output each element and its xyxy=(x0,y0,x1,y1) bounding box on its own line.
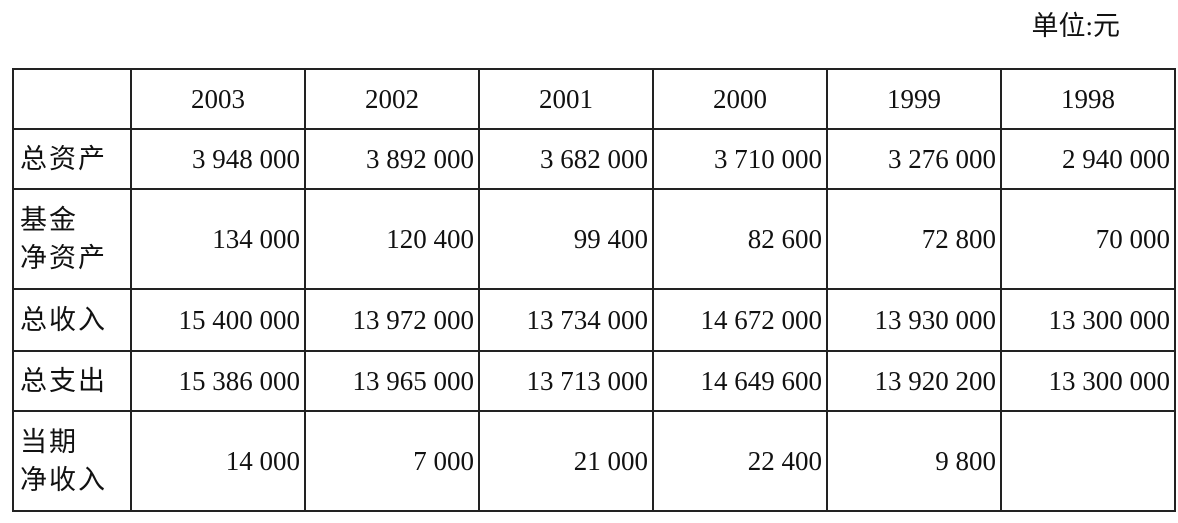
value-cell: 72 800 xyxy=(826,188,1002,290)
value-cell: 21 000 xyxy=(478,410,654,512)
row-label: 当期 净收入 xyxy=(12,410,132,512)
value-cell: 70 000 xyxy=(1000,188,1176,290)
row-label-line: 净收入 xyxy=(20,465,107,495)
row-label-line: 总支出 xyxy=(20,366,107,396)
value-cell: 14 000 xyxy=(130,410,306,512)
value-cell: 14 672 000 xyxy=(652,288,828,352)
value-cell: 134 000 xyxy=(130,188,306,290)
column-header: 1999 xyxy=(826,68,1002,130)
value-cell: 13 300 000 xyxy=(1000,288,1176,352)
value-cell: 82 600 xyxy=(652,188,828,290)
value-cell: 3 892 000 xyxy=(304,128,480,190)
table-row: 总支出 15 386 000 13 965 000 13 713 000 14 649 … xyxy=(12,350,1176,412)
value-cell: 13 972 000 xyxy=(304,288,480,352)
row-label: 总资产 xyxy=(12,128,132,190)
column-header: 2002 xyxy=(304,68,480,130)
value-cell: 15 386 000 xyxy=(130,350,306,412)
value-cell: 14 649 600 xyxy=(652,350,828,412)
value-cell: 3 710 000 xyxy=(652,128,828,190)
row-label-line: 总资产 xyxy=(20,144,107,174)
value-cell: 2 940 000 xyxy=(1000,128,1176,190)
value-cell: 3 682 000 xyxy=(478,128,654,190)
corner-cell xyxy=(12,68,132,130)
value-cell: 13 300 000 xyxy=(1000,350,1176,412)
value-cell: 13 713 000 xyxy=(478,350,654,412)
value-cell: 3 948 000 xyxy=(130,128,306,190)
value-cell: 13 920 200 xyxy=(826,350,1002,412)
empty-cell xyxy=(1000,410,1176,512)
table-row: 基金 净资产 134 000 120 400 99 400 82 600 72 800 70 … xyxy=(12,188,1176,290)
value-cell: 120 400 xyxy=(304,188,480,290)
value-cell: 15 400 000 xyxy=(130,288,306,352)
unit-label: 单位:元 xyxy=(1031,11,1120,41)
row-label-line: 当期 xyxy=(20,427,78,457)
value-cell: 13 965 000 xyxy=(304,350,480,412)
value-cell: 3 276 000 xyxy=(826,128,1002,190)
value-cell: 13 734 000 xyxy=(478,288,654,352)
column-header: 2001 xyxy=(478,68,654,130)
row-label: 总收入 xyxy=(12,288,132,352)
row-label-line: 总收入 xyxy=(20,305,107,335)
table-row: 总收入 15 400 000 13 972 000 13 734 000 14 672 … xyxy=(12,288,1176,352)
value-cell: 13 930 000 xyxy=(826,288,1002,352)
value-cell: 7 000 xyxy=(304,410,480,512)
row-label-line: 基金 xyxy=(20,205,78,235)
table-row: 总资产 3 948 000 3 892 000 3 682 000 3 710 000 3… xyxy=(12,128,1176,190)
column-header: 2003 xyxy=(130,68,306,130)
column-header: 2000 xyxy=(652,68,828,130)
row-label: 基金 净资产 xyxy=(12,188,132,290)
value-cell: 9 800 xyxy=(826,410,1002,512)
value-cell: 99 400 xyxy=(478,188,654,290)
row-label-line: 净资产 xyxy=(20,243,107,273)
data-table: 2003 2002 2001 2000 1999 1998 总资产 3 948 000 3 89… xyxy=(12,68,1176,512)
column-header: 1998 xyxy=(1000,68,1176,130)
header-row: 2003 2002 2001 2000 1999 1998 xyxy=(12,68,1176,130)
row-label: 总支出 xyxy=(12,350,132,412)
value-cell: 22 400 xyxy=(652,410,828,512)
table-row: 当期 净收入 14 000 7 000 21 000 22 400 9 800 xyxy=(12,410,1176,512)
